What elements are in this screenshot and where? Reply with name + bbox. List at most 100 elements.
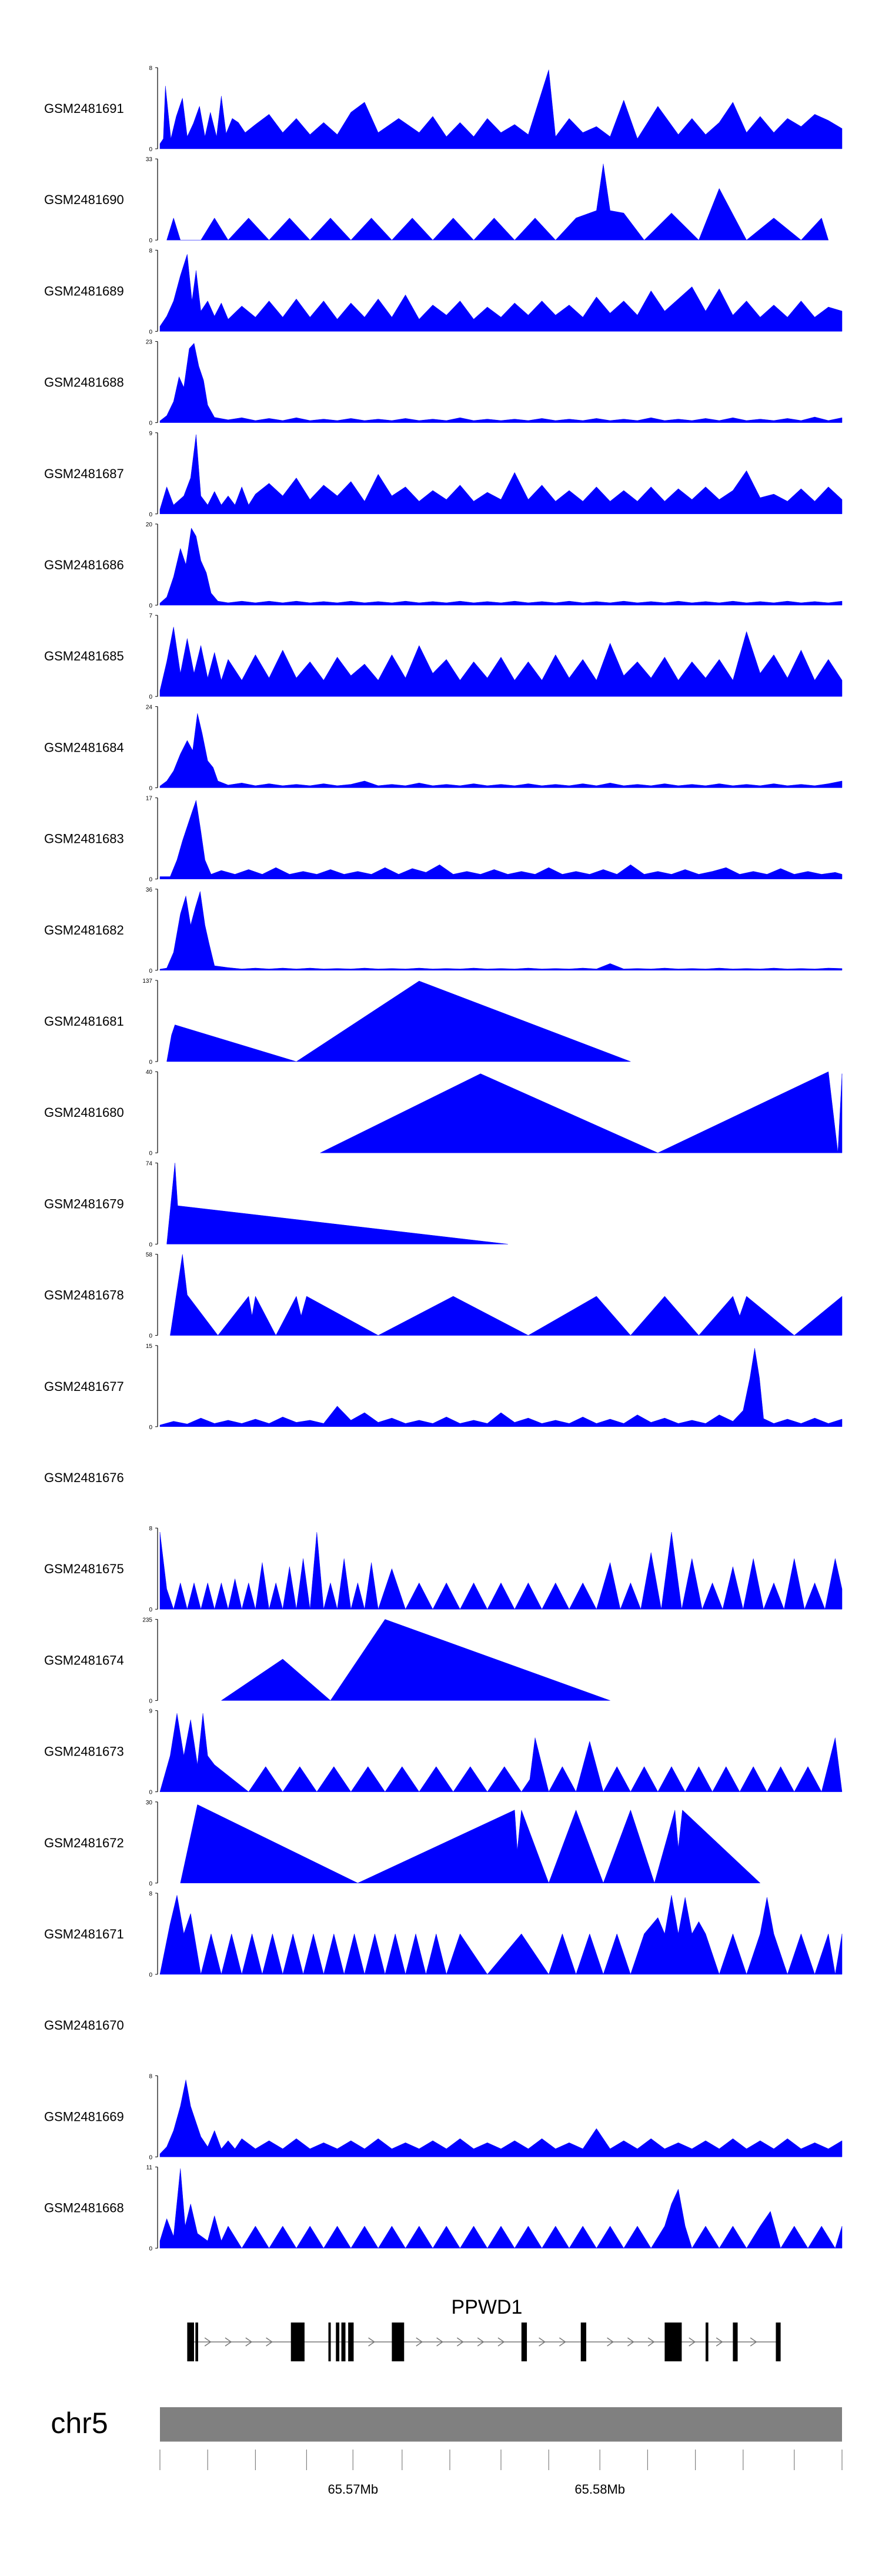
axis-tick-label: 65.57Mb xyxy=(328,2482,378,2497)
exon-block xyxy=(580,2323,586,2361)
y-max-label: 8 xyxy=(149,2073,152,2080)
y-max-label: 20 xyxy=(146,522,153,528)
genomic-axis: 65.57Mb 65.58Mb xyxy=(159,2441,843,2497)
exon-block xyxy=(348,2323,354,2361)
coverage-area xyxy=(159,2168,843,2249)
exon-block xyxy=(187,2323,194,2361)
strand-arrow xyxy=(266,2337,273,2347)
track-label: GSM2481685 xyxy=(44,649,124,663)
strand-arrow xyxy=(204,2337,212,2347)
y-min-label: 0 xyxy=(149,238,152,244)
y-max-label: 30 xyxy=(146,1800,153,1806)
strand-arrow xyxy=(436,2337,443,2347)
y-min-label: 0 xyxy=(149,1242,152,1248)
track-GSM2481680: GSM2481680 40 0 xyxy=(44,1069,843,1157)
y-max-label: 235 xyxy=(142,1617,152,1623)
track-GSM2481682: GSM2481682 36 0 xyxy=(44,887,843,975)
coverage-area xyxy=(170,1254,843,1336)
gene-name-label: PPWD1 xyxy=(452,2296,523,2318)
track-GSM2481675: GSM2481675 8 0 xyxy=(44,1526,843,1613)
exon-block xyxy=(776,2323,781,2361)
y-min-label: 0 xyxy=(149,1972,152,1978)
y-max-label: 33 xyxy=(146,156,153,163)
track-label: GSM2481687 xyxy=(44,466,124,481)
strand-arrow xyxy=(539,2337,546,2347)
track-label: GSM2481674 xyxy=(44,1653,124,1667)
y-min-label: 0 xyxy=(149,1150,152,1157)
strand-arrow xyxy=(225,2337,232,2347)
coverage-area xyxy=(159,2080,843,2157)
track-GSM2481677: GSM2481677 15 0 xyxy=(44,1343,843,1431)
strand-arrow xyxy=(607,2337,614,2347)
y-max-label: 8 xyxy=(149,248,152,254)
y-max-label: 7 xyxy=(149,613,152,619)
track-GSM2481691: GSM2481691 8 0 xyxy=(44,65,843,153)
track-GSM2481689: GSM2481689 8 0 xyxy=(44,248,843,335)
y-max-label: 9 xyxy=(149,1709,152,1715)
exon-block xyxy=(664,2323,682,2361)
track-GSM2481671: GSM2481671 8 0 xyxy=(44,1891,843,1978)
y-min-label: 0 xyxy=(149,2246,152,2253)
track-label: GSM2481684 xyxy=(44,740,124,755)
exon-block xyxy=(392,2323,405,2361)
track-GSM2481686: GSM2481686 20 0 xyxy=(44,522,843,609)
y-min-label: 0 xyxy=(149,968,152,975)
track-label: GSM2481671 xyxy=(44,1927,124,1941)
y-min-label: 0 xyxy=(149,329,152,335)
track-label: GSM2481683 xyxy=(44,832,124,846)
y-min-label: 0 xyxy=(149,2154,152,2161)
coverage-area xyxy=(159,626,843,697)
strand-arrow xyxy=(689,2337,696,2347)
y-max-label: 8 xyxy=(149,1891,152,1897)
coverage-area xyxy=(159,434,843,515)
chromosome-bar xyxy=(160,2407,842,2441)
y-min-label: 0 xyxy=(149,1698,152,1704)
track-GSM2481690: GSM2481690 33 0 xyxy=(44,156,829,244)
y-min-label: 0 xyxy=(149,785,152,792)
track-GSM2481685: GSM2481685 7 0 xyxy=(44,613,843,700)
track-label: GSM2481680 xyxy=(44,1105,124,1120)
y-max-label: 9 xyxy=(149,431,152,437)
y-max-label: 36 xyxy=(146,887,153,893)
y-min-label: 0 xyxy=(149,877,152,883)
track-GSM2481670: GSM2481670 xyxy=(44,2018,124,2033)
track-GSM2481681: GSM2481681 137 0 xyxy=(44,978,631,1066)
strand-arrow xyxy=(368,2337,375,2347)
track-GSM2481683: GSM2481683 17 0 xyxy=(44,796,843,883)
exon-block xyxy=(521,2323,527,2361)
track-label: GSM2481681 xyxy=(44,1014,124,1029)
y-min-label: 0 xyxy=(149,1059,152,1066)
coverage-area xyxy=(159,1532,843,1610)
y-min-label: 0 xyxy=(149,146,152,153)
track-GSM2481687: GSM2481687 9 0 xyxy=(44,431,843,518)
exon-block xyxy=(733,2323,738,2361)
exon-block xyxy=(290,2323,305,2361)
coverage-area xyxy=(159,891,843,971)
strand-arrow xyxy=(750,2337,757,2347)
y-min-label: 0 xyxy=(149,1607,152,1613)
coverage-tracks: GSM248169180GSM2481690330GSM248168980GSM… xyxy=(44,65,843,2253)
y-max-label: 15 xyxy=(146,1343,153,1350)
coverage-area xyxy=(159,1895,843,1975)
strand-arrow xyxy=(245,2337,253,2347)
chromosome-label: chr5 xyxy=(51,2407,108,2440)
track-GSM2481668: GSM2481668 11 0 xyxy=(44,2165,843,2253)
coverage-area xyxy=(159,69,843,149)
y-max-label: 24 xyxy=(146,704,153,710)
strand-arrow xyxy=(716,2337,723,2347)
strand-arrow xyxy=(497,2337,505,2347)
track-GSM2481673: GSM2481673 9 0 xyxy=(44,1709,843,1796)
track-label: GSM2481675 xyxy=(44,1561,124,1576)
y-min-label: 0 xyxy=(149,1790,152,1796)
y-min-label: 0 xyxy=(149,1424,152,1431)
y-max-label: 11 xyxy=(146,2165,153,2171)
track-GSM2481669: GSM2481669 8 0 xyxy=(44,2073,843,2161)
y-min-label: 0 xyxy=(149,1333,152,1340)
y-min-label: 0 xyxy=(149,603,152,609)
y-max-label: 8 xyxy=(149,1526,152,1532)
coverage-area xyxy=(220,1619,610,1701)
strand-arrow xyxy=(647,2337,655,2347)
track-GSM2481678: GSM2481678 58 0 xyxy=(44,1252,843,1340)
track-label: GSM2481677 xyxy=(44,1379,124,1394)
track-label: GSM2481690 xyxy=(44,192,124,207)
